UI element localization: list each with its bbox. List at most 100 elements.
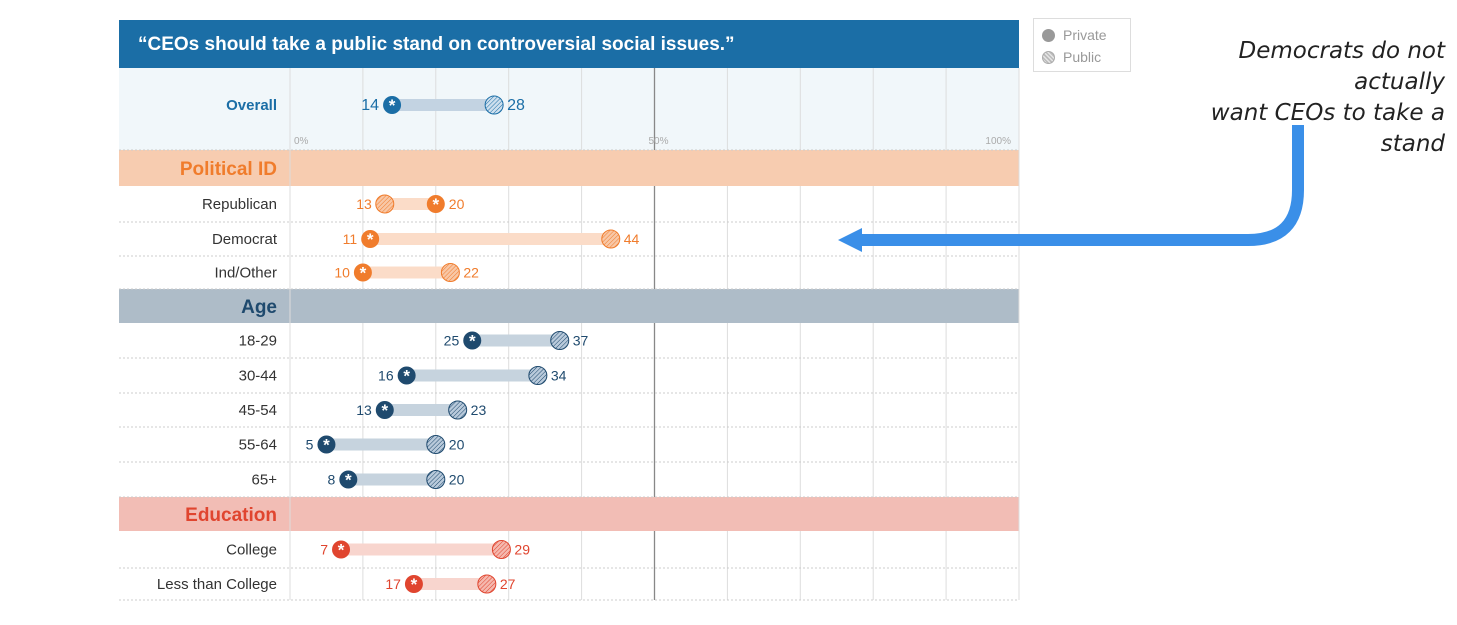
x-tick-label: 100% xyxy=(985,136,1011,147)
range-bar xyxy=(384,404,458,416)
value-label: 16 xyxy=(378,368,394,384)
public-point xyxy=(477,574,497,594)
value-label: 28 xyxy=(507,97,525,114)
value-label: 11 xyxy=(343,231,358,247)
title-bar xyxy=(119,20,1019,68)
group-header-label: Age xyxy=(241,297,277,318)
range-bar xyxy=(362,266,451,279)
public-point xyxy=(528,366,548,385)
legend-public: Public xyxy=(1042,46,1130,68)
value-label: 44 xyxy=(624,231,640,247)
value-label: 17 xyxy=(385,576,401,592)
value-label: 22 xyxy=(463,265,479,281)
x-tick-label: 50% xyxy=(648,136,668,147)
value-label: 37 xyxy=(573,333,589,349)
private-point xyxy=(317,435,336,454)
value-label: 34 xyxy=(551,368,567,384)
value-label: 23 xyxy=(471,402,487,418)
private-point xyxy=(404,575,423,593)
value-label: 20 xyxy=(449,196,465,212)
row-label: 65+ xyxy=(252,472,278,489)
private-star-icon: * xyxy=(411,575,418,594)
private-point xyxy=(339,470,358,489)
private-star-icon: * xyxy=(338,541,345,560)
group-header-1 xyxy=(119,150,1019,186)
value-label: 7 xyxy=(320,542,328,558)
x-tick-label: 0% xyxy=(294,136,309,147)
private-star-icon: * xyxy=(403,367,410,386)
public-point xyxy=(448,400,468,420)
range-bar xyxy=(370,233,611,245)
private-point xyxy=(426,195,445,213)
private-star-icon: * xyxy=(345,471,352,490)
private-star-icon: * xyxy=(367,230,374,249)
row-label: Ind/Other xyxy=(214,265,277,282)
public-point xyxy=(426,435,446,454)
legend: Private Public xyxy=(1033,18,1131,72)
private-star-icon: * xyxy=(360,264,367,283)
public-point xyxy=(484,95,504,115)
legend-private-label: Private xyxy=(1063,27,1107,43)
row-label: 45-54 xyxy=(239,402,277,419)
public-point xyxy=(440,263,460,282)
range-bar xyxy=(326,438,436,451)
private-star-icon: * xyxy=(432,195,439,214)
private-point xyxy=(397,366,416,385)
row-label: Less than College xyxy=(157,576,277,593)
row-label: Republican xyxy=(202,196,277,213)
row-label: 30-44 xyxy=(239,368,277,385)
arrowhead-icon xyxy=(838,228,862,252)
private-star-icon: * xyxy=(389,96,396,115)
private-point xyxy=(332,540,351,559)
range-bar xyxy=(413,578,487,590)
annotation-line-1: Democrats do not actually xyxy=(1238,38,1446,95)
range-bar xyxy=(392,99,495,111)
row-label: 18-29 xyxy=(239,333,277,350)
annotation-arrow xyxy=(858,125,1304,246)
private-point xyxy=(463,331,482,350)
value-label: 8 xyxy=(328,472,336,488)
chart-title: “CEOs should take a public stand on cont… xyxy=(138,34,735,55)
public-point xyxy=(375,194,395,214)
annotation-line-2: want CEOs to take a stand xyxy=(1210,100,1445,157)
public-point xyxy=(601,229,621,249)
group-header-3 xyxy=(119,497,1019,531)
public-point xyxy=(491,540,511,559)
public-point xyxy=(550,331,570,350)
value-label: 13 xyxy=(356,196,372,212)
annotation: Democrats do not actually want CEOs to t… xyxy=(1150,36,1445,160)
row-label: 55-64 xyxy=(239,437,277,454)
private-star-icon: * xyxy=(469,332,476,351)
public-point xyxy=(426,470,446,489)
private-point xyxy=(375,401,394,419)
group-header-label: Political ID xyxy=(180,159,277,180)
row-label: Overall xyxy=(226,97,277,114)
group-header-label: Education xyxy=(185,505,277,526)
value-label: 20 xyxy=(449,437,465,453)
value-label: 20 xyxy=(449,472,465,488)
private-point xyxy=(383,96,402,114)
value-label: 29 xyxy=(514,542,530,558)
value-label: 5 xyxy=(306,437,314,453)
range-bar xyxy=(406,369,538,382)
value-label: 14 xyxy=(361,97,379,114)
legend-private: Private xyxy=(1042,24,1130,46)
value-label: 27 xyxy=(500,576,516,592)
private-point xyxy=(361,230,380,248)
group-header-2 xyxy=(119,289,1019,323)
range-bar xyxy=(341,543,502,556)
public-hatched-icon xyxy=(1042,50,1055,64)
range-bar xyxy=(472,334,560,347)
range-bar xyxy=(384,198,436,210)
legend-public-label: Public xyxy=(1063,49,1102,65)
value-label: 10 xyxy=(334,265,350,281)
overall-background xyxy=(119,68,1019,150)
row-label: Democrat xyxy=(212,231,278,248)
range-bar xyxy=(348,473,436,486)
private-star-icon: * xyxy=(381,401,388,420)
row-label: College xyxy=(226,542,277,559)
private-point xyxy=(353,263,372,282)
private-star-icon xyxy=(1042,28,1055,42)
value-label: 13 xyxy=(356,402,372,418)
